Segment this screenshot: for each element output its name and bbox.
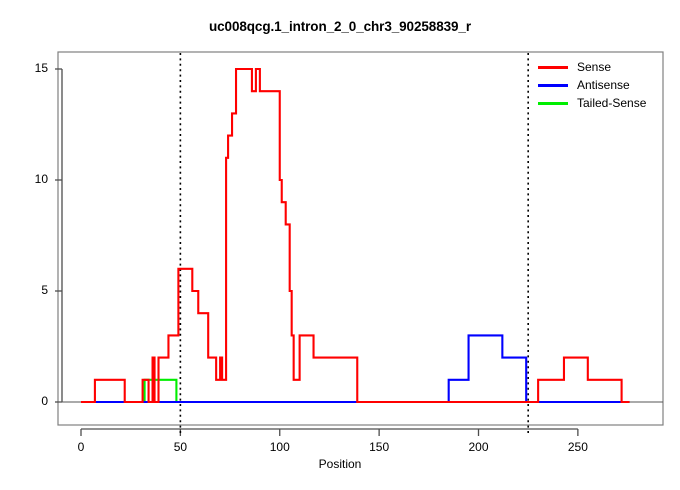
x-tick-label: 50	[173, 440, 188, 454]
legend-label-antisense: Antisense	[577, 78, 630, 92]
data-series	[81, 67, 630, 404]
legend-item-antisense: Antisense	[534, 76, 666, 94]
y-tick-label: 10	[34, 172, 48, 186]
y-tick-label: 5	[41, 283, 48, 297]
x-axis-label: Position	[318, 457, 362, 471]
x-tick-label: 100	[269, 440, 290, 454]
axis-lines	[55, 68, 663, 436]
y-tick-label: 0	[41, 394, 48, 408]
legend-label-sense: Sense	[577, 60, 612, 74]
legend-label-tailed-sense: Tailed-Sense	[577, 96, 647, 110]
y-tick-label: 15	[34, 61, 48, 75]
legend-swatch-antisense	[538, 83, 568, 87]
legend-swatch-sense	[538, 65, 568, 69]
legend-item-sense: Sense	[534, 58, 666, 76]
x-tick-label: 200	[468, 440, 489, 454]
x-tick-label: 0	[77, 440, 85, 454]
page-title: uc008qcg.1_intron_2_0_chr3_90258839_r	[209, 19, 471, 34]
legend: Sense Antisense Tailed-Sense	[534, 58, 666, 114]
x-tick-label: 250	[567, 440, 588, 454]
annotation-vlines	[179, 53, 529, 436]
legend-swatch-tailed-sense	[538, 101, 568, 105]
plot-frame	[57, 51, 664, 426]
legend-item-tailed-sense: Tailed-Sense	[534, 94, 666, 112]
x-tick-label: 150	[369, 440, 390, 454]
